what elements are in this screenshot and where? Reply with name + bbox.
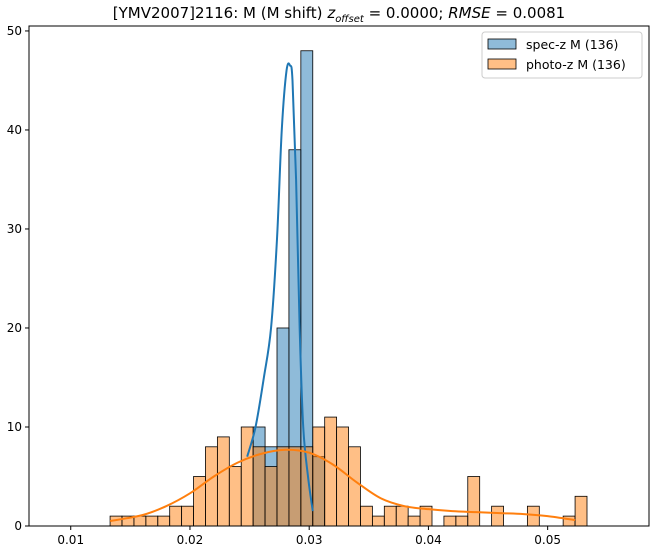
plot-frame <box>28 25 650 527</box>
x-tick-label: 0.05 <box>534 533 561 547</box>
chart-title-z-subscript: offset <box>335 14 365 25</box>
spec-z-kde-line <box>246 62 314 512</box>
spec-z-legend-label: spec-z M (136) <box>526 37 618 52</box>
photo-z-legend-swatch <box>487 58 517 70</box>
x-tick-label: 0.01 <box>57 533 84 547</box>
x-tick-label: 0.04 <box>415 533 442 547</box>
photo-z-bar <box>360 505 373 527</box>
x-axis: 0.01 0.02 0.03 0.04 0.05 <box>57 526 561 547</box>
photo-z-bar <box>348 446 361 527</box>
photo-z-bar <box>181 505 194 527</box>
photo-z-bar <box>395 505 409 527</box>
y-tick-label: 20 <box>7 321 22 335</box>
legend: spec-z M (136) photo-z M (136) <box>481 31 643 79</box>
photo-z-bar <box>407 515 421 527</box>
x-tick-label: 0.02 <box>177 533 204 547</box>
photo-z-bar <box>312 426 326 527</box>
photo-z-bar <box>383 505 397 527</box>
chart-title-rmse-value: = 0.0081 <box>491 4 566 22</box>
photo-z-bar <box>228 466 242 527</box>
spec-z-legend-swatch <box>487 38 517 50</box>
photo-z-bar <box>443 515 457 527</box>
photo-z-bar <box>574 495 588 527</box>
photo-z-bar <box>157 515 171 527</box>
photo-z-bar <box>145 515 159 527</box>
y-tick-label: 40 <box>7 123 22 137</box>
chart-title-rmse-symbol: RMSE <box>448 4 491 22</box>
photo-z-kde-line <box>109 448 576 523</box>
chart-title-z-value: = 0.0000; <box>364 4 448 22</box>
photo-z-bar <box>371 515 385 527</box>
y-tick-label: 30 <box>7 222 22 236</box>
y-tick-label: 10 <box>7 420 22 434</box>
kde-lines <box>109 62 576 523</box>
photo-z-bar <box>252 446 266 527</box>
photo-z-bar <box>216 436 230 527</box>
photo-z-bar <box>264 466 278 527</box>
y-tick-label: 50 <box>7 24 22 38</box>
photo-z-bar <box>276 446 290 527</box>
chart-title: [YMV2007]2116: M (M shift) zoffset = 0.0… <box>113 4 565 25</box>
y-axis: 0 10 20 30 40 50 <box>7 24 29 533</box>
photo-z-bars <box>109 416 588 527</box>
legend-box <box>481 31 643 79</box>
photo-z-bar <box>324 416 338 527</box>
photo-z-bar <box>455 515 469 527</box>
photo-z-bar <box>288 446 302 527</box>
photo-z-bar <box>169 505 183 527</box>
y-tick-label: 0 <box>14 519 22 533</box>
x-tick-label: 0.03 <box>296 533 323 547</box>
photo-z-bar <box>336 426 349 527</box>
chart-title-z-symbol: z <box>326 4 336 22</box>
photo-z-bar <box>467 476 481 527</box>
photo-z-bar <box>205 446 218 527</box>
photo-z-legend-label: photo-z M (136) <box>526 57 626 72</box>
photo-z-bar <box>491 505 504 527</box>
chart-title-main: [YMV2007]2116: M (M shift) <box>113 4 328 22</box>
